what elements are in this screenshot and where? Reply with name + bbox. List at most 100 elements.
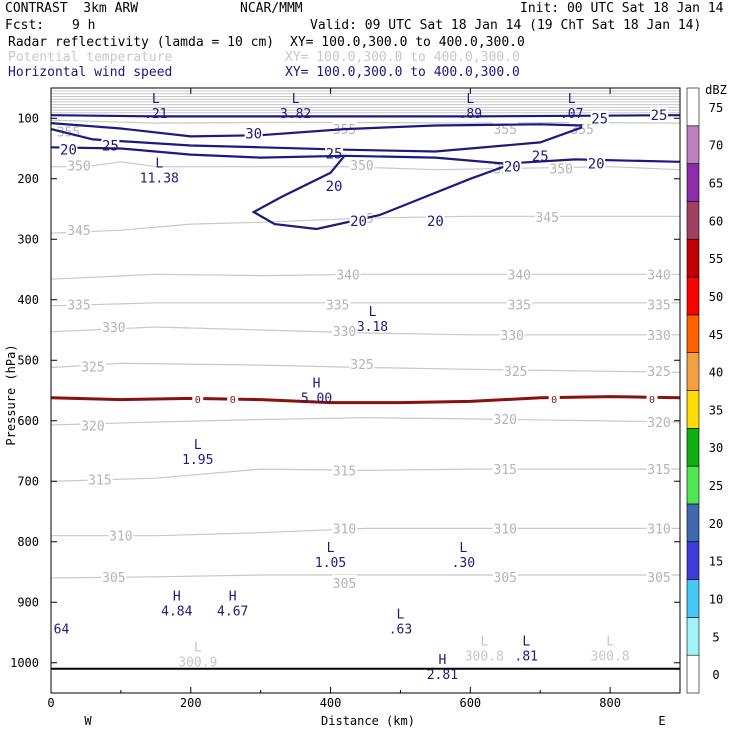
theta-contour-345 <box>50 215 680 234</box>
wind-label-20: 20 <box>504 160 521 176</box>
theta-label-330: 330 <box>333 325 356 340</box>
init-time: Init: 00 UTC Sat 18 Jan 14 <box>520 1 724 16</box>
wind-label-20-bg <box>325 178 344 194</box>
wind-label-20-bg <box>503 158 522 174</box>
extremum-value: .30 <box>452 556 475 571</box>
theta-label-330: 330 <box>647 329 670 344</box>
extremum-value: .63 <box>389 622 412 637</box>
theta-label-330-bg <box>499 326 525 342</box>
extremum-value: .07 <box>560 107 583 122</box>
y-tick-label: 900 <box>17 595 39 609</box>
x-end-east: E <box>658 714 665 728</box>
wind-label-30: 30 <box>245 126 262 142</box>
field-wind: Horizontal wind speed <box>8 65 173 80</box>
wind-label-30-bg <box>244 125 263 141</box>
theta-label-315: 315 <box>494 463 517 478</box>
extremum-value: 300.8 <box>465 650 504 665</box>
colorbar-swatch <box>686 314 700 353</box>
theta-label-320-bg <box>80 417 106 433</box>
plot-layer: 3553553553553503503503503453453453403403… <box>50 88 681 693</box>
colorbar-swatch <box>686 579 700 618</box>
theta-label-310-bg <box>108 527 134 543</box>
colorbar-swatch <box>686 654 700 694</box>
theta-label-320: 320 <box>647 416 670 431</box>
extremum-value: 11.38 <box>140 172 179 187</box>
colorbar-level: 5 <box>712 630 719 644</box>
y-tick-label: 1000 <box>10 656 39 670</box>
extremum-L: L <box>480 635 488 650</box>
theta-label-315-bg <box>87 471 113 487</box>
colorbar-level: 55 <box>709 252 723 266</box>
wind-label-20: 20 <box>60 143 77 159</box>
theta-label-325-bg <box>80 358 106 374</box>
theta-label-315-bg <box>646 461 672 477</box>
freezing-label: 0 <box>195 395 201 406</box>
y-tick-label: 500 <box>17 353 39 367</box>
field-theta: Potential temperature <box>8 50 173 65</box>
extremum-value: 3.82 <box>280 107 311 122</box>
extremum-value: 5.00 <box>301 391 332 406</box>
theta-label-310-bg <box>332 520 358 536</box>
wind-label-20: 20 <box>588 157 605 173</box>
field-reflectivity: Radar reflectivity (lamda = 10 cm) <box>8 35 275 50</box>
theta-label-340-bg <box>506 266 532 282</box>
wind-label-25: 25 <box>591 111 608 127</box>
extremum-L: L <box>152 92 160 107</box>
theta-label-340-bg <box>646 266 672 282</box>
theta-label-350-bg <box>66 157 92 173</box>
extremum-L: L <box>292 92 300 107</box>
y-tick-label: 200 <box>17 172 39 186</box>
theta-label-320-bg <box>646 413 672 429</box>
colorbar-swatch <box>686 352 700 391</box>
extremum-L: L <box>466 92 474 107</box>
theta-label-310: 310 <box>109 530 132 545</box>
y-tick-label: 800 <box>17 535 39 549</box>
theta-label-355: 355 <box>333 123 356 138</box>
y-tick-label: 700 <box>17 474 39 488</box>
wind-label-25-bg <box>590 110 609 126</box>
colorbar-swatch <box>686 428 700 467</box>
colorbar-level: 0 <box>712 668 719 682</box>
freezing-label-bg <box>227 389 239 405</box>
extremum-L: L <box>369 305 377 320</box>
colorbar-swatch <box>686 201 700 240</box>
colorbar-level: 45 <box>709 328 723 342</box>
y-tick-label: 300 <box>17 232 39 246</box>
theta-label-335-bg <box>325 296 351 312</box>
wind-contour-20 <box>251 155 513 231</box>
y-tick-label: 400 <box>17 293 39 307</box>
theta-label-315-bg <box>492 461 518 477</box>
theta-label-320-bg <box>492 410 518 426</box>
theta-label-350: 350 <box>67 159 90 174</box>
colorbar-swatch <box>686 503 700 543</box>
x-tick-label: 800 <box>599 696 621 710</box>
y-axis-label: Pressure (hPa) <box>4 344 18 445</box>
theta-label-340: 340 <box>647 268 670 283</box>
theta-label-315: 315 <box>647 463 670 478</box>
extremum-value: 1.95 <box>182 453 213 468</box>
theta-label-345-bg <box>66 222 92 238</box>
theta-label-305-bg <box>101 568 127 584</box>
extremum-value: 300.9 <box>178 656 217 671</box>
theta-label-305: 305 <box>647 571 670 586</box>
theta-label-310-bg <box>492 520 518 536</box>
colorbar-swatch <box>686 163 700 202</box>
axis-layer: 0 200 400 600 800100200300400500600700800900… <box>10 87 681 710</box>
colorbar-level: 75 <box>709 101 723 115</box>
colorbar-swatch <box>686 390 700 429</box>
theta-label-325: 325 <box>504 365 527 380</box>
theta-label-315: 315 <box>88 473 111 488</box>
wind-label-25-bg <box>531 147 550 163</box>
wind-label-20-bg <box>426 213 445 229</box>
theta-label-340: 340 <box>336 268 359 283</box>
colorbar-level: 10 <box>709 592 723 606</box>
theta-label-340: 340 <box>508 268 531 283</box>
theta-label-350-bg <box>548 160 574 176</box>
wind-contour-30 <box>50 122 583 138</box>
colorbar-swatch <box>686 238 700 278</box>
extremum-L: L <box>397 607 405 622</box>
theta-label-355: 355 <box>570 123 593 138</box>
theta-label-325: 325 <box>81 360 104 375</box>
extremum-L: L <box>522 635 530 650</box>
colorbar-swatch <box>686 541 700 580</box>
